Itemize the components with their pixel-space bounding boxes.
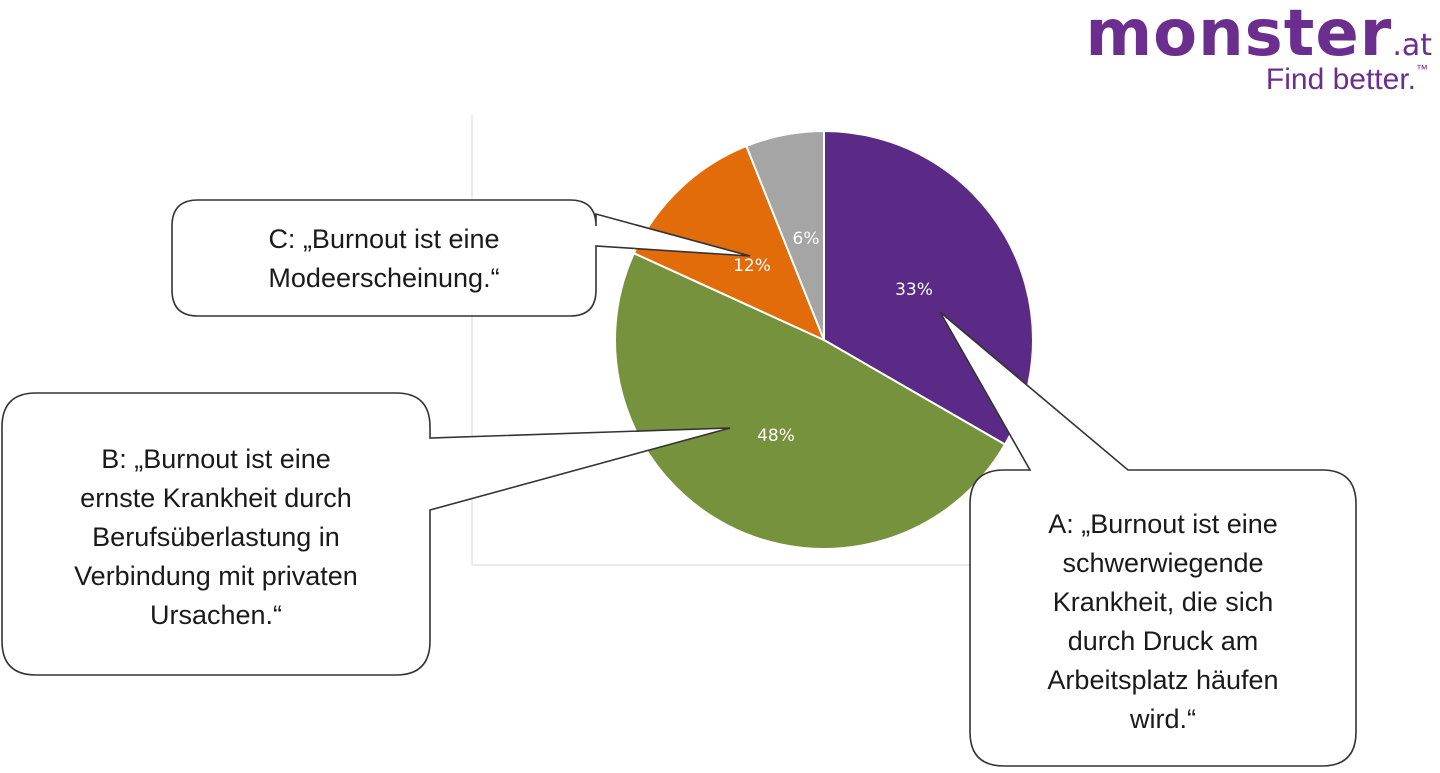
tagline-text: Find better. bbox=[1265, 63, 1416, 96]
pie-slices bbox=[614, 129, 1034, 550]
data-label-a: 33% bbox=[895, 280, 933, 300]
pie-slice-labels: 33% 48% 12% 6% bbox=[733, 229, 933, 446]
data-label-d: 6% bbox=[793, 229, 820, 249]
logo-word: monster bbox=[1085, 0, 1393, 71]
callout-c-text: C: „Burnout ist eine Modeerscheinung.“ bbox=[268, 224, 500, 293]
pie-slice-b bbox=[614, 251, 1007, 550]
callout-bubble-b bbox=[1, 392, 731, 676]
callout-bubble-c bbox=[171, 199, 751, 317]
pie-slice-d bbox=[745, 129, 825, 341]
callout-bubbles bbox=[1, 199, 1357, 767]
callout-b-text: B: „Burnout ist eine ernste Krankheit du… bbox=[74, 444, 358, 630]
callout-a-text: A: „Burnout ist eine schwerwiegende Kran… bbox=[1047, 509, 1279, 734]
trademark-mark: ™ bbox=[1416, 62, 1428, 76]
logo-tagline: Find better.™ bbox=[1266, 62, 1428, 97]
logo-wordmark: monster.at bbox=[1085, 0, 1432, 84]
logo-tld: .at bbox=[1392, 28, 1432, 63]
data-label-c: 12% bbox=[733, 256, 771, 276]
data-label-b: 48% bbox=[757, 426, 795, 446]
callout-bubble-a bbox=[939, 311, 1357, 767]
